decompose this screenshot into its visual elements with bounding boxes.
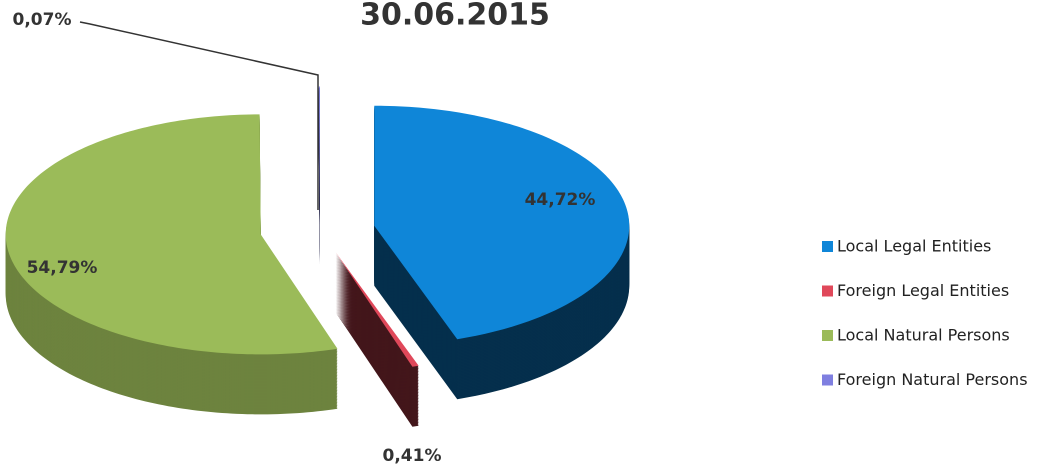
legend-label: Foreign Legal Entities [837,281,1009,300]
slice [335,252,419,367]
chart-title: 30.06.2015 [360,0,550,33]
legend-label: Foreign Natural Persons [837,370,1028,389]
leader-line [79,21,319,210]
data-label: 54,79% [27,258,98,278]
legend-swatch [822,330,833,341]
data-label: 0,07% [13,10,72,30]
legend-label: Local Natural Persons [837,326,1010,345]
slice [374,105,630,340]
legend-swatch [822,241,833,252]
data-label: 0,41% [383,446,442,466]
slice [5,114,338,355]
slice [318,86,320,207]
legend-swatch [822,285,833,297]
legend-label: Local Legal Entities [837,237,991,256]
legend-swatch [822,374,833,386]
data-label: 44,72% [525,190,596,210]
